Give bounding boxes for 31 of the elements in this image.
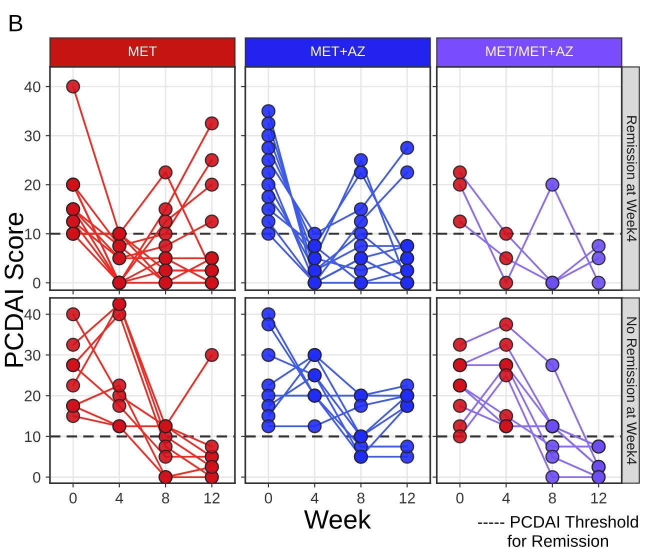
x-tick-label: 4 <box>502 492 510 504</box>
x-tick-label: 4 <box>310 492 318 504</box>
text: B <box>10 14 22 32</box>
y2-axis-title: Remission at Week4 <box>626 116 637 242</box>
y-tick-label: 20 <box>24 390 40 402</box>
x-tick-label: 12 <box>204 492 220 504</box>
x-tick-label: 4 <box>115 492 124 504</box>
x-axis-title: Week <box>304 509 372 529</box>
x-tick-label: 8 <box>548 492 556 504</box>
x-tick-label: 0 <box>69 492 77 504</box>
chart-title: MET/MET+AZ <box>486 46 573 56</box>
y-tick-label: 20 <box>24 180 40 190</box>
chart-title: MET+AZ <box>311 46 365 56</box>
x-tick-label: 8 <box>357 492 365 504</box>
x-tick-label: 0 <box>456 492 464 504</box>
x-tick-label: 8 <box>162 492 170 504</box>
chart-title: MET <box>128 46 157 56</box>
y-tick-label: 0 <box>33 472 40 483</box>
x-tick-label: 0 <box>264 492 272 504</box>
x-tick-label: 12 <box>591 492 606 504</box>
y-tick-label: 0 <box>33 278 40 288</box>
text: ----- PCDAI Threshold for Remission <box>478 516 638 547</box>
y-axis-title: PCDAI Score <box>4 212 24 366</box>
y-tick-label: 30 <box>24 350 40 361</box>
y-tick-label: 40 <box>24 81 40 92</box>
x-tick-label: 12 <box>400 492 415 504</box>
y-tick-label: 40 <box>24 309 40 320</box>
y-tick-label: 10 <box>25 431 40 442</box>
y2-axis-title: No Remission at Week4 <box>626 317 637 465</box>
y-tick-label: 10 <box>25 228 40 240</box>
y-tick-label: 30 <box>24 130 40 142</box>
